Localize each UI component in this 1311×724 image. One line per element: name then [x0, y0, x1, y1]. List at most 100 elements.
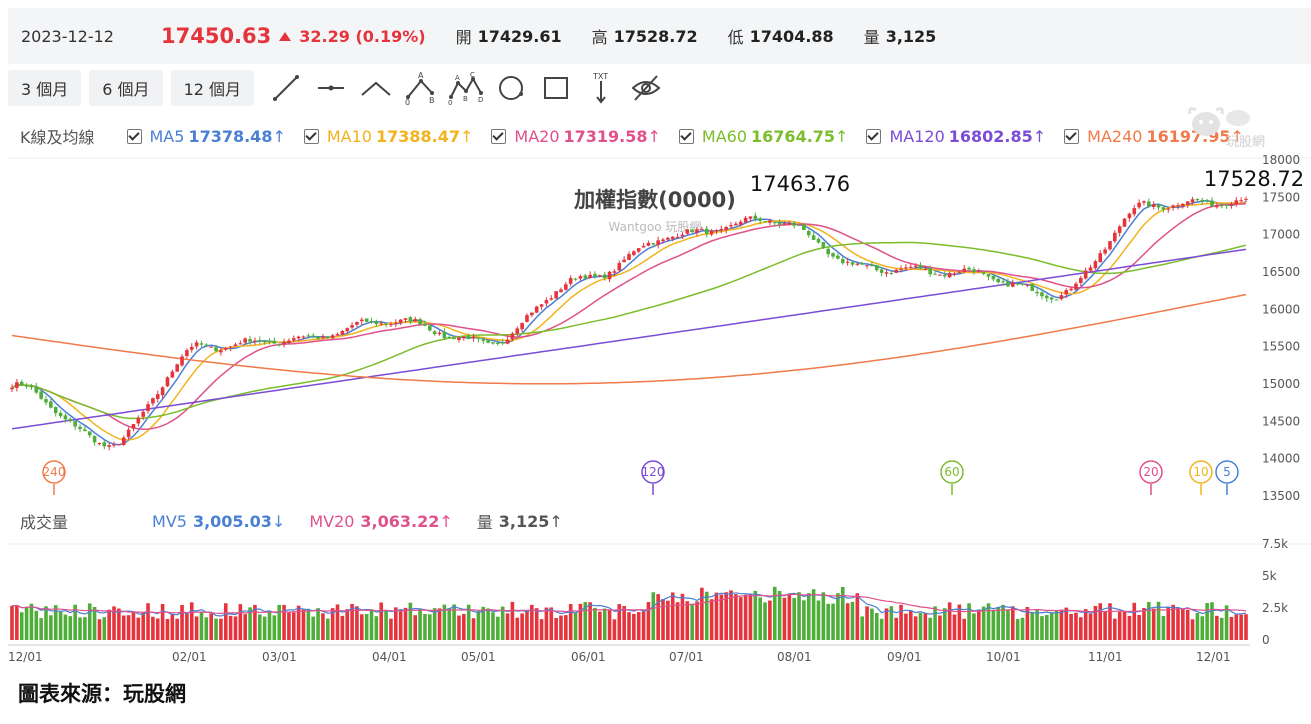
volume-bar [510, 601, 515, 640]
volume-bar [228, 615, 233, 640]
candle [117, 444, 121, 446]
candle [1074, 283, 1078, 290]
ma-marker [940, 460, 964, 484]
candle [986, 274, 991, 277]
legend-ma120[interactable]: MA120 16802.85 ↑ [866, 127, 1046, 146]
volume-bar [947, 602, 952, 640]
ma5-checkbox[interactable] [126, 128, 142, 144]
abc-pattern-icon[interactable]: A 0 B [400, 70, 442, 106]
period-3m-button[interactable]: 3 個月 [8, 70, 82, 106]
volume-bar [690, 603, 694, 640]
candle [180, 356, 184, 366]
candle [602, 274, 607, 279]
volume-bar [1059, 609, 1064, 640]
ma120-checkbox[interactable] [866, 128, 882, 144]
candle [462, 336, 466, 338]
hide-icon[interactable] [625, 70, 667, 106]
volume-bar [952, 614, 957, 640]
abcd-pattern-icon[interactable]: A C 0 B D [445, 70, 487, 106]
volume-bar [826, 603, 830, 640]
volume-bar [724, 592, 728, 640]
x-tick-label: 11/01 [1088, 650, 1123, 664]
mv5-arrow-icon: ↓ [271, 511, 286, 531]
legend-ma20[interactable]: MA20 17319.58 ↑ [491, 127, 661, 146]
volume-bar [583, 602, 588, 640]
legend-ma60[interactable]: MA60 16764.75 ↑ [678, 127, 848, 146]
ma-marker-label: 120 [642, 465, 665, 479]
svg-text:A: A [455, 74, 460, 82]
ma10-checkbox[interactable] [303, 128, 319, 144]
quote-low: 低 17404.88 [728, 24, 834, 48]
ma60-checkbox[interactable] [678, 128, 694, 144]
volume-bar [136, 617, 141, 640]
candle [476, 337, 481, 339]
volume-bar [219, 618, 223, 640]
period-12m-button[interactable]: 12 個月 [170, 70, 255, 106]
candle [748, 216, 753, 219]
volume-bar [685, 601, 690, 640]
line-tool-icon[interactable] [265, 70, 307, 106]
candle [301, 336, 306, 338]
volume-bar [1200, 616, 1205, 640]
ma20-checkbox[interactable] [491, 128, 507, 144]
volume-bar [437, 608, 442, 640]
volume-bar [923, 613, 928, 640]
volume-bar [476, 610, 481, 640]
ma-marker-label: 240 [43, 465, 66, 479]
volume-bar [117, 608, 121, 640]
volume-bar [374, 616, 379, 640]
candle [904, 267, 908, 269]
candle [471, 336, 476, 339]
mv5-item: MV5 3,005.03 ↓ [152, 512, 285, 531]
ma240-checkbox[interactable] [1064, 128, 1080, 144]
rect-tool-icon[interactable] [535, 70, 577, 106]
horizontal-line-icon[interactable] [310, 70, 352, 106]
candle [957, 271, 962, 273]
volume-bar [1064, 607, 1069, 640]
candle [112, 444, 116, 446]
candle [719, 228, 724, 231]
volume-bar [1215, 615, 1219, 640]
volume-bar [1229, 616, 1234, 640]
candle [447, 336, 452, 338]
candle [549, 298, 554, 300]
text-tool-icon[interactable]: TXT [580, 70, 622, 106]
vol-tick-label: 2.5k [1262, 601, 1288, 615]
volume-bar [607, 609, 612, 640]
volume-bar [768, 600, 772, 640]
candle [374, 321, 379, 325]
volume-bar [962, 618, 967, 640]
volume-bar [126, 615, 131, 640]
angle-tool-icon[interactable] [355, 70, 397, 106]
circle-tool-icon[interactable] [490, 70, 532, 106]
volume-bar [481, 606, 486, 640]
high-label: 高 [591, 28, 608, 47]
volume-bar [243, 614, 247, 640]
ma120-name: MA120 [889, 126, 945, 146]
x-tick-label: 03/01 [262, 650, 297, 664]
vol-tick-label: 0 [1262, 633, 1270, 647]
volume-bar [1166, 607, 1171, 640]
volume-bar [748, 594, 753, 640]
candle [661, 239, 665, 242]
volume-bar [1083, 609, 1088, 640]
volume-value: 3,125 [885, 26, 937, 46]
volume-bar [44, 606, 48, 640]
volume-bar [889, 606, 894, 640]
period-6m-button[interactable]: 6 個月 [89, 70, 163, 106]
y-tick-label: 13500 [1262, 489, 1300, 503]
candle [568, 278, 573, 284]
candle [219, 350, 223, 353]
legend-ma5[interactable]: MA5 17378.48 ↑ [126, 127, 286, 146]
volume-bar [811, 589, 816, 640]
svg-text:0: 0 [405, 98, 410, 105]
quote-bar: 2023-12-12 17450.63 32.29 (0.19%) 開 1742… [8, 8, 1311, 64]
peak-last-label: 17528.72 [1204, 167, 1304, 191]
candle [972, 269, 976, 273]
x-tick-label: 02/01 [172, 650, 207, 664]
volume-bar [432, 608, 437, 640]
legend-ma10[interactable]: MA10 17388.47 ↑ [303, 127, 473, 146]
candle [39, 391, 43, 399]
volume-bar [554, 617, 558, 640]
ma-marker-label: 5 [1223, 465, 1231, 479]
